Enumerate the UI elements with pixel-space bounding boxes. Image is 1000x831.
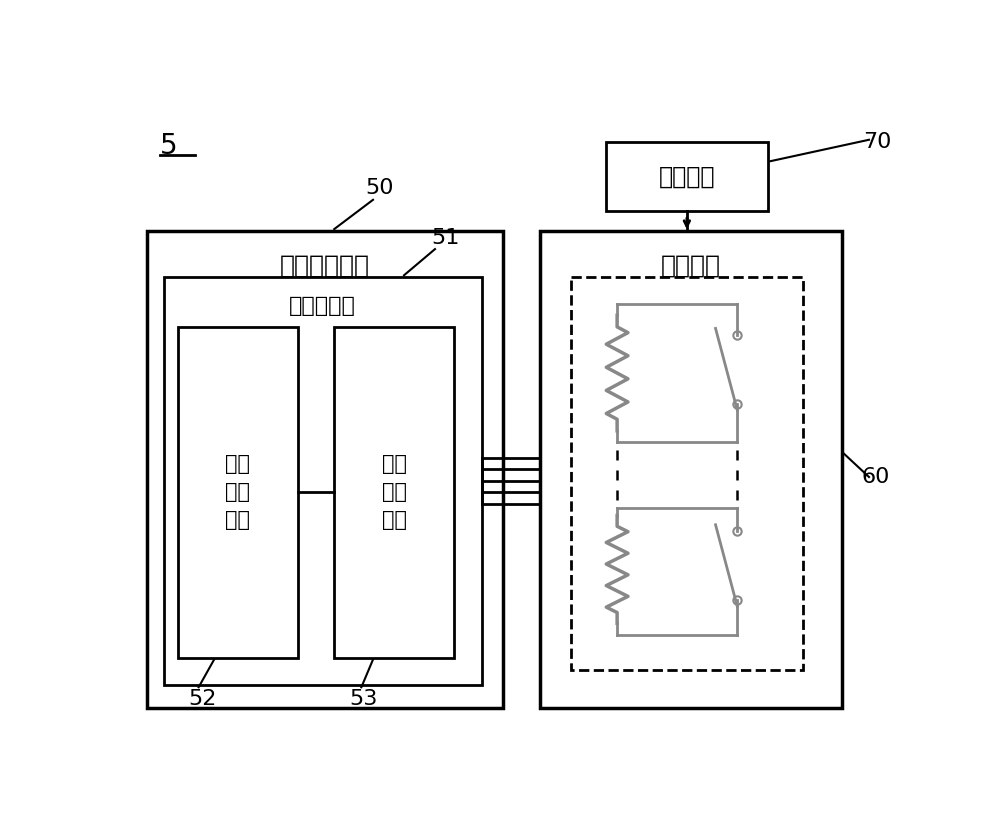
Bar (164, 277, 482, 685)
Text: 53: 53 (350, 689, 378, 709)
Text: 温度
检测
模块: 温度 检测 模块 (225, 455, 250, 530)
Text: 70: 70 (863, 132, 891, 152)
Text: 51: 51 (431, 228, 460, 248)
Text: 电阵阵列: 电阵阵列 (661, 253, 721, 278)
Bar (571, 277, 803, 670)
Bar (178, 327, 298, 658)
Text: 温度检测器: 温度检测器 (289, 296, 356, 316)
Text: 60: 60 (861, 467, 890, 487)
Bar (606, 142, 768, 211)
Text: 选通模块: 选通模块 (659, 165, 715, 189)
Text: 5: 5 (160, 132, 178, 160)
Text: 52: 52 (189, 689, 217, 709)
Text: 信号输出单元: 信号输出单元 (280, 253, 370, 278)
Text: 50: 50 (365, 179, 394, 199)
Bar (540, 231, 842, 708)
Text: 模数
转换
模块: 模数 转换 模块 (382, 455, 407, 530)
Bar (334, 327, 454, 658)
Bar (147, 231, 503, 708)
